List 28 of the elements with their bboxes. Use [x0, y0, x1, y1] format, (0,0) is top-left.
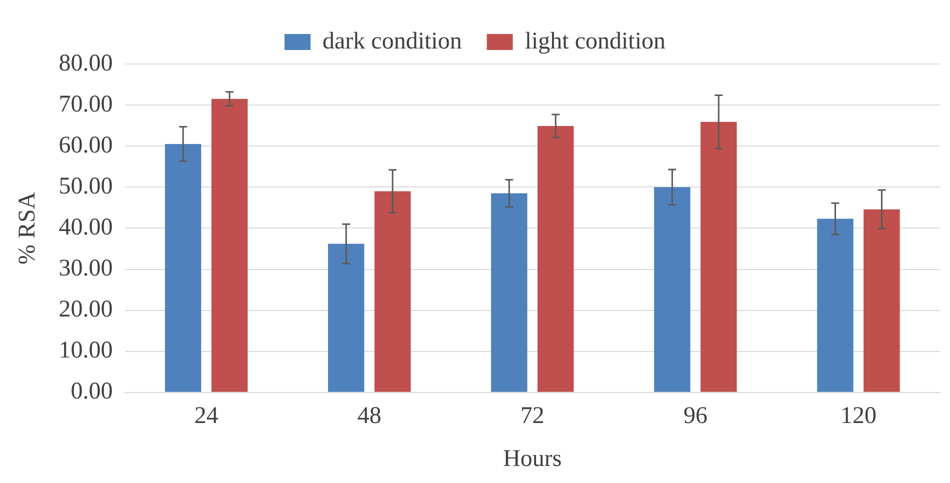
y-axis-title: % RSA [14, 191, 41, 265]
bar [374, 191, 411, 392]
x-tick-label: 96 [683, 403, 708, 430]
bar [491, 193, 528, 392]
x-tick-label: 48 [357, 403, 382, 430]
legend-label: light condition [524, 28, 666, 54]
y-tick-label: 40.00 [58, 214, 113, 240]
bar [817, 218, 854, 392]
bar [700, 122, 737, 392]
y-tick-label: 10.00 [58, 338, 113, 364]
x-tick-label: 72 [520, 403, 544, 430]
bar [211, 98, 248, 392]
bar [538, 126, 574, 392]
legend-label: dark condition [322, 28, 462, 54]
y-tick-label: 0.00 [70, 378, 113, 405]
x-axis-title: Hours [503, 446, 562, 472]
bar [654, 187, 690, 392]
y-tick-label: 70.00 [58, 91, 113, 118]
bar [164, 144, 202, 392]
y-tick-label: 60.00 [58, 132, 113, 158]
y-tick-label: 20.00 [58, 296, 113, 323]
y-tick-label: 80.00 [58, 50, 113, 76]
x-tick-label: 24 [194, 403, 218, 430]
y-tick-label: 30.00 [58, 256, 113, 282]
bar [328, 244, 364, 392]
y-tick-label: 50.00 [58, 173, 113, 200]
x-tick-label: 120 [840, 403, 876, 430]
bar [864, 209, 900, 392]
